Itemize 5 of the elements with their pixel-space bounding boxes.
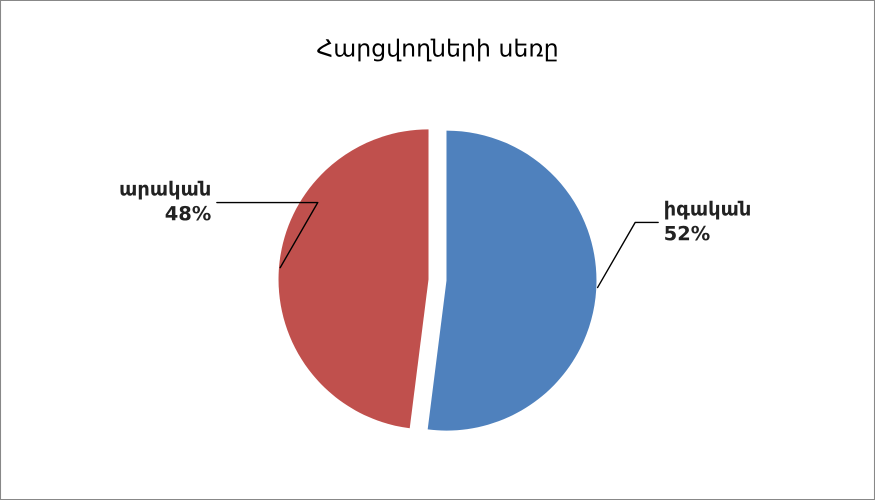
- data-label: 48%: [166, 206, 211, 221]
- slice-label: իգական: [665, 200, 750, 220]
- slice-label: արական: [120, 180, 210, 200]
- chart-title: Հարցվողների սեռը: [317, 38, 557, 62]
- data-label: 52%: [665, 226, 710, 240]
